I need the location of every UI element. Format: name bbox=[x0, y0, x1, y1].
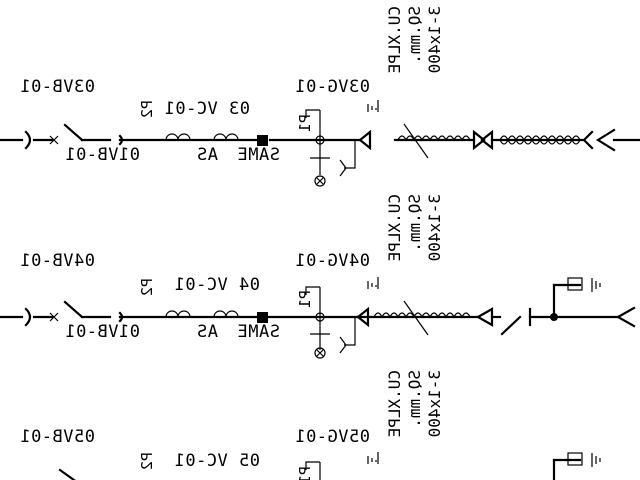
vg-label: 05VG-01 bbox=[295, 427, 370, 447]
vt-branch bbox=[305, 286, 320, 295]
termination-icon bbox=[472, 129, 486, 151]
vt-icon bbox=[367, 100, 379, 112]
vb-label: 03VB-01 bbox=[20, 77, 95, 97]
cable-slash bbox=[403, 300, 429, 336]
breaker-block bbox=[257, 312, 268, 323]
cable-spec-line-1: CU.XLPE bbox=[385, 370, 404, 437]
vb-lower-label: 01VB-01 bbox=[65, 145, 140, 165]
disconnect-symbol bbox=[118, 134, 124, 146]
vc-label: 04 VC-01 bbox=[174, 275, 260, 295]
same-label: SAME bbox=[237, 145, 280, 165]
feeder-row-3 bbox=[58, 452, 601, 480]
cable-spec-row-2: CU.XLPE SQ.mm. 3-1x400 bbox=[385, 194, 444, 261]
p2-label: P2 bbox=[138, 452, 156, 470]
switch-blade bbox=[63, 123, 84, 142]
termination-icon bbox=[356, 306, 370, 328]
breaker-block bbox=[257, 135, 268, 146]
ground-icon bbox=[591, 278, 601, 292]
p1-label: P1 bbox=[296, 290, 314, 308]
mirrored-schematic: CU.XLPE SQ.mm. 3-1x400 CU.XLPE SQ.mm. 3-… bbox=[0, 6, 640, 480]
vb-label: 05VB-01 bbox=[20, 427, 95, 447]
ground-icon bbox=[591, 453, 601, 467]
meter-cross bbox=[316, 177, 324, 185]
cable-spec-row-1: CU.XLPE SQ.mm. 3-1x400 bbox=[385, 6, 444, 73]
diamond-connector bbox=[582, 130, 594, 150]
disconnect-symbol bbox=[118, 311, 124, 323]
plug-icon bbox=[24, 307, 32, 327]
vt-icon bbox=[367, 277, 379, 289]
arrow-head bbox=[615, 306, 636, 328]
vg-label: 03VG-01 bbox=[295, 77, 370, 97]
p1-label: P1 bbox=[296, 114, 314, 132]
cable-slash bbox=[403, 123, 429, 159]
p2-label: P2 bbox=[138, 278, 156, 296]
plug-icon bbox=[24, 130, 32, 150]
arrow-head bbox=[595, 128, 616, 152]
feeder-row-2 bbox=[0, 277, 636, 359]
p2-label: P2 bbox=[138, 100, 156, 118]
vg-label: 04VG-01 bbox=[295, 251, 370, 271]
switch-blade bbox=[63, 300, 84, 319]
earth-icon bbox=[339, 159, 347, 177]
earth-icon bbox=[339, 336, 347, 354]
switch-blade bbox=[58, 468, 76, 480]
cable-spec-line-3: 3-1x400 bbox=[425, 370, 444, 437]
as-label: AS bbox=[197, 145, 218, 165]
vb-lower-label: 01VB-01 bbox=[65, 322, 140, 342]
vc-label: 03 VC-01 bbox=[164, 99, 250, 119]
feeder-row-1 bbox=[0, 100, 640, 187]
termination-icon bbox=[475, 307, 494, 327]
vc-label: 05 VC-01 bbox=[174, 451, 260, 471]
switch-blade bbox=[500, 315, 522, 336]
vt-branch bbox=[305, 461, 320, 470]
cable-spec-row-3: CU.XLPE SQ.mm. 3-1x400 bbox=[385, 370, 444, 437]
fuse-icon bbox=[567, 452, 583, 466]
cable-spec-line-1: CU.XLPE bbox=[385, 194, 404, 261]
cable-symbol bbox=[373, 312, 471, 319]
termination-icon bbox=[480, 129, 494, 151]
cable-spec-line-3: 3-1x400 bbox=[425, 194, 444, 261]
earth-branch bbox=[344, 140, 356, 169]
earth-branch bbox=[344, 317, 356, 346]
cable-symbol bbox=[397, 135, 471, 142]
switch-x bbox=[49, 135, 59, 145]
cable-spec-line-2: SQ.mm. bbox=[405, 194, 424, 252]
vt-icon bbox=[367, 452, 379, 464]
cable-spec-line-3: 3-1x400 bbox=[425, 6, 444, 73]
meter-cross bbox=[316, 349, 324, 357]
cable-spec-line-2: SQ.mm. bbox=[405, 6, 424, 64]
same-label: SAME bbox=[237, 322, 280, 342]
cable-symbol-lower bbox=[499, 138, 581, 145]
termination-icon bbox=[358, 129, 372, 151]
switch-x bbox=[49, 312, 59, 322]
fuse-icon bbox=[567, 277, 583, 291]
meter-icon bbox=[314, 347, 326, 359]
cable-spec-line-2: SQ.mm. bbox=[405, 370, 424, 428]
p1-label: P1 bbox=[296, 466, 314, 480]
vt-branch bbox=[305, 109, 320, 118]
meter-icon bbox=[314, 175, 326, 187]
as-label: AS bbox=[197, 322, 218, 342]
cable-spec-line-1: CU.XLPE bbox=[385, 6, 404, 73]
vb-label: 04VB-01 bbox=[20, 251, 95, 271]
